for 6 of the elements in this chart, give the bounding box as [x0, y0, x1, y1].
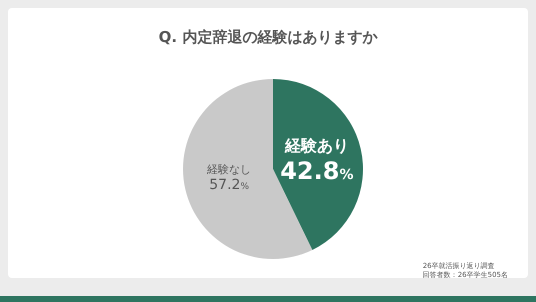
slice-label: 経験なし	[206, 163, 252, 176]
data-label: 57.2%	[209, 177, 250, 194]
chart-title: Q. 内定辞退の経験はありますか	[158, 28, 378, 47]
slice-label: 経験あり	[284, 136, 349, 155]
data-label: 42.8%	[280, 156, 354, 185]
pie-slice	[273, 79, 363, 250]
